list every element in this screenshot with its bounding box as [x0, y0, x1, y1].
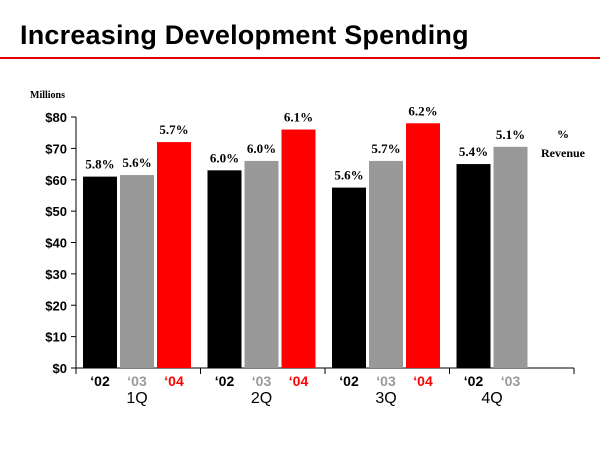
x-category-label: 1Q — [126, 390, 147, 407]
bar-4Q-02 — [456, 164, 491, 368]
x-series-tick-label: ‘02 — [90, 373, 110, 389]
y-tick-label: $70 — [45, 141, 67, 156]
pct-revenue-label: 5.7% — [371, 141, 400, 156]
bar-2Q-04 — [281, 129, 316, 368]
pct-revenue-label: 5.7% — [159, 122, 188, 137]
y-tick-label: $40 — [45, 236, 67, 251]
y-tick-label: $20 — [45, 298, 67, 313]
x-series-tick-label: ‘03 — [252, 373, 272, 389]
bar-2Q-03 — [244, 160, 279, 368]
annotation-line2: Revenue — [541, 146, 586, 160]
bar-3Q-03 — [369, 160, 403, 368]
bar-2Q-02 — [207, 170, 242, 368]
x-series-tick-label: ‘04 — [164, 373, 184, 389]
x-category-label: 4Q — [481, 390, 502, 407]
bars — [83, 123, 528, 369]
x-series-tick-label: ‘02 — [464, 373, 484, 389]
x-series-tick-label: ‘03 — [376, 373, 396, 389]
pct-revenue-label: 6.0% — [247, 141, 276, 156]
pct-revenue-label: 5.6% — [334, 168, 363, 183]
y-tick-label: $10 — [45, 330, 67, 345]
x-category-label: 2Q — [251, 390, 272, 407]
pct-revenue-label: 6.0% — [210, 150, 239, 165]
pct-revenue-label: 5.1% — [496, 127, 525, 142]
x-series-tick-label: ‘03 — [501, 373, 521, 389]
pct-revenue-label: 5.4% — [459, 144, 488, 159]
y-axis: $0 $10 $20 $30 $40 $50 $60 $70 $80 — [45, 110, 77, 376]
title-underline — [0, 57, 600, 59]
pct-revenue-label: 5.6% — [122, 155, 151, 170]
x-series-tick-label: ‘03 — [127, 373, 147, 389]
y-tick-label: $30 — [45, 267, 67, 282]
x-axis — [75, 367, 575, 374]
x-series-tick-label: ‘04 — [413, 373, 433, 389]
y-tick-label: $0 — [53, 361, 67, 376]
bar-labels: 5.8% 5.6% 5.7% 6.0% 6.0% 6.1% 5.6% 5.7% 6.2% 5.4%… — [85, 103, 525, 182]
y-tick-label: $60 — [45, 173, 67, 188]
bar-3Q-02 — [332, 187, 366, 368]
page-title: Increasing Development Spending — [20, 20, 469, 50]
x-category-label: 3Q — [375, 390, 396, 407]
annotation-line1: % — [557, 127, 569, 141]
y-tick-label: $80 — [45, 110, 67, 125]
pct-revenue-label: 5.8% — [85, 157, 114, 172]
pct-revenue-label: 6.2% — [408, 103, 437, 118]
y-tick-label: $50 — [45, 204, 67, 219]
x-series-tick-label: ‘04 — [289, 373, 309, 389]
bar-1Q-03 — [120, 175, 154, 368]
bar-3Q-04 — [406, 123, 440, 369]
pct-revenue-label: 6.1% — [284, 110, 313, 125]
bar-1Q-02 — [83, 176, 117, 368]
y-axis-label: Millions — [30, 90, 65, 101]
bar-4Q-03 — [493, 146, 528, 368]
bar-1Q-04 — [157, 142, 191, 368]
pct-revenue-annotation: % Revenue — [541, 127, 586, 160]
x-series-tick-label: ‘02 — [215, 373, 235, 389]
x-series-tick-label: ‘02 — [339, 373, 359, 389]
